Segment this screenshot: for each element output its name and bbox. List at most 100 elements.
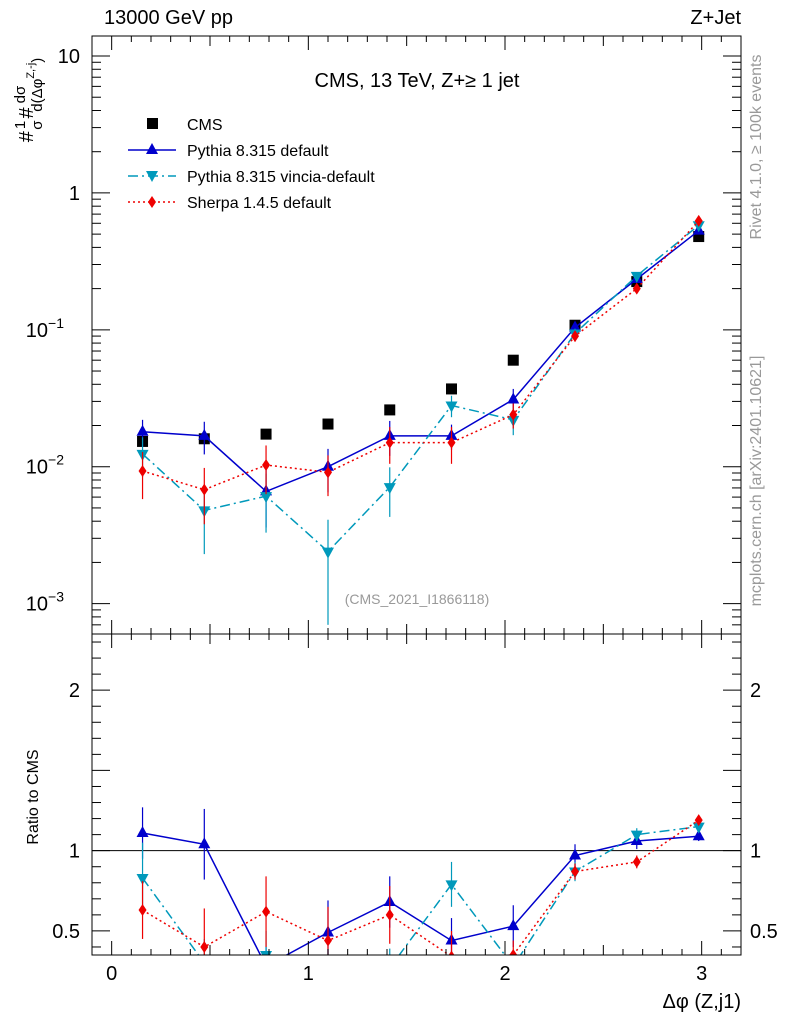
x-tick-label: 3 [696, 963, 707, 985]
ratio-point-sherpa [632, 855, 641, 868]
main-point-cms [507, 354, 519, 366]
main-point-sherpa [385, 436, 394, 449]
analysis-id: (CMS_2021_I1866118) [345, 591, 490, 607]
main-point-cms [322, 418, 334, 430]
x-tick-label: 2 [499, 963, 510, 985]
main-line-sherpa [142, 220, 700, 491]
main-y-axis-label: #1σ#dσd(ΔφZ,-j) [12, 58, 46, 142]
ratio-frame [91, 633, 742, 956]
ratio-point-pythia [569, 848, 582, 860]
ratio-line-sherpa [142, 819, 700, 955]
legend-marker-pythia [146, 143, 158, 154]
ratio-panel-marks [92, 807, 741, 999]
ratio-point-sherpa [385, 908, 394, 921]
main-point-vincia [260, 492, 273, 504]
x-tick-label: 1 [303, 963, 314, 985]
main-point-vincia [322, 547, 334, 559]
legend-item-sherpa: Sherpa 1.4.5 default [128, 195, 332, 212]
legend-marker-sherpa [148, 196, 156, 208]
legend-label-pythia: Pythia 8.315 default [187, 143, 329, 160]
ratio-y-tick-label-left: 0.5 [52, 921, 80, 943]
ratio-point-vincia [198, 959, 210, 970]
main-point-cms [384, 404, 396, 416]
ylabel-mid: # [16, 106, 38, 118]
ratio-series-pythia [136, 807, 705, 970]
main-point-sherpa [324, 466, 332, 479]
ylabel-frac1-num: 1 [12, 121, 29, 129]
ratio-point-sherpa [324, 934, 332, 947]
legend-marker-cms [147, 118, 158, 129]
legend-item-cms: CMS [147, 117, 223, 134]
ratio-point-sherpa [138, 904, 147, 917]
legend: CMS Pythia 8.315 default Pythia 8.315 vi… [128, 117, 375, 212]
main-point-pythia [136, 424, 149, 436]
main-point-vincia [383, 483, 396, 495]
main-point-sherpa [447, 436, 456, 449]
main-line-vincia [141, 224, 700, 553]
ratio-point-vincia [692, 822, 705, 834]
ylabel-prefix: # [16, 130, 38, 142]
ratio-point-sherpa [200, 940, 209, 953]
main-y-tick-label: 10 [58, 46, 80, 68]
ratio-y-tick-label-right: 0.5 [750, 921, 778, 943]
ratio-series-sherpa [138, 814, 703, 955]
main-point-pythia [198, 428, 211, 440]
ratio-y-tick-label-left: 2 [69, 680, 80, 702]
ratio-y-axis-label: Ratio to CMS [25, 749, 42, 844]
ratio-point-sherpa [448, 950, 455, 955]
plot-title: CMS, 13 TeV, Z+≥ 1 jet [315, 70, 520, 92]
ratio-y-tick-label-right: 2 [750, 680, 761, 702]
ratio-line-vincia [141, 825, 699, 955]
ratio-point-vincia [384, 964, 396, 975]
main-point-sherpa [694, 214, 703, 227]
main-point-cms [693, 231, 705, 243]
main-series-sherpa [138, 214, 703, 525]
ratio-series-group [136, 807, 705, 999]
main-series-cms [137, 231, 705, 447]
process-label: Z+Jet [690, 7, 741, 29]
ratio-point-sherpa [694, 814, 703, 827]
main-panel-marks [136, 214, 705, 625]
ratio-y-tick-label-right: 1 [750, 841, 761, 863]
main-point-vincia [630, 271, 643, 283]
ratio-point-vincia [260, 951, 273, 955]
ratio-point-sherpa [262, 905, 271, 918]
main-series-group [136, 214, 705, 625]
legend-marker-vincia [146, 171, 158, 182]
main-point-sherpa [509, 408, 518, 421]
main-point-sherpa [632, 282, 641, 295]
main-y-tick-label: 10−2 [26, 452, 64, 479]
main-point-cms [446, 383, 458, 395]
main-y-tick-label: 1 [69, 183, 80, 205]
rivet-credit: Rivet 4.1.0, ≥ 100k events [748, 55, 765, 240]
main-series-pythia [136, 223, 705, 528]
main-line-pythia [142, 230, 700, 493]
legend-item-pythia: Pythia 8.315 default [128, 143, 329, 160]
main-y-tick-label: 10−3 [26, 589, 64, 616]
x-axis-label: Δφ (Z,j1) [662, 991, 741, 1013]
legend-label-cms: CMS [187, 117, 223, 134]
main-point-pythia [569, 320, 582, 332]
ratio-point-pythia [260, 959, 272, 970]
ylabel-frac2-num: dσ [12, 85, 29, 103]
ratio-point-vincia [445, 880, 458, 892]
main-series-vincia [136, 221, 705, 625]
ratio-point-pythia [198, 837, 211, 849]
ylabel-end: ) [29, 58, 46, 63]
ylabel-frac1-den: σ [29, 120, 46, 130]
ratio-point-vincia [322, 988, 334, 999]
main-point-pythia [507, 392, 520, 404]
axes: 0 1 2 3 10−3 10−2 10−1 1 10 0.5 0.5 1 1 2 2 [26, 35, 778, 985]
main-point-cms [260, 428, 272, 440]
ratio-point-sherpa [509, 949, 518, 955]
main-point-sherpa [138, 465, 147, 478]
legend-item-vincia: Pythia 8.315 vincia-default [128, 169, 375, 186]
legend-label-sherpa: Sherpa 1.4.5 default [187, 195, 332, 212]
ratio-point-vincia [630, 830, 643, 842]
legend-label-vincia: Pythia 8.315 vincia-default [187, 169, 375, 186]
ratio-series-vincia [136, 821, 705, 999]
main-point-sherpa [262, 458, 271, 471]
ratio-point-pythia [136, 826, 149, 838]
ratio-point-vincia [136, 873, 149, 885]
